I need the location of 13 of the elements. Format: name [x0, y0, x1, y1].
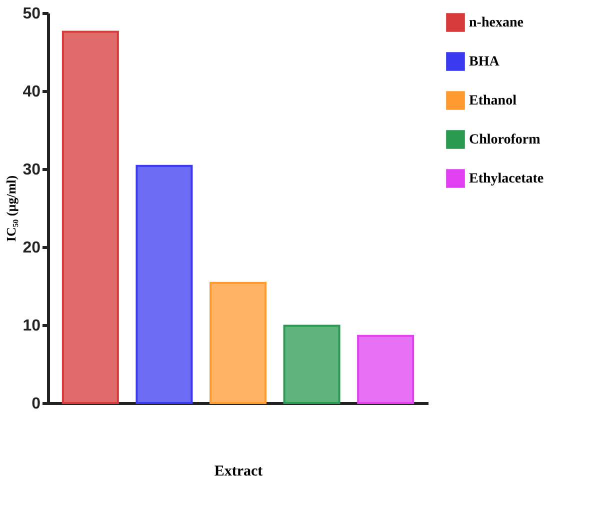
y-tick-label: 40	[22, 84, 41, 100]
y-tick-label: 50	[22, 6, 41, 22]
y-axis-title: IC₅₀ (µg/ml)	[4, 175, 19, 242]
legend-label: Chloroform	[469, 132, 541, 148]
x-axis-title: Extract	[214, 464, 263, 480]
legend-label: Ethanol	[469, 94, 517, 108]
legend-label: Ethylacetate	[469, 172, 544, 186]
legend-label: n-hexane	[469, 16, 524, 30]
y-tick-label: 30	[22, 162, 41, 178]
y-tick-label: 0	[32, 396, 41, 412]
legend-label: BHA	[469, 54, 500, 70]
y-tick-label: 20	[22, 240, 41, 256]
y-tick-label: 10	[22, 318, 41, 334]
